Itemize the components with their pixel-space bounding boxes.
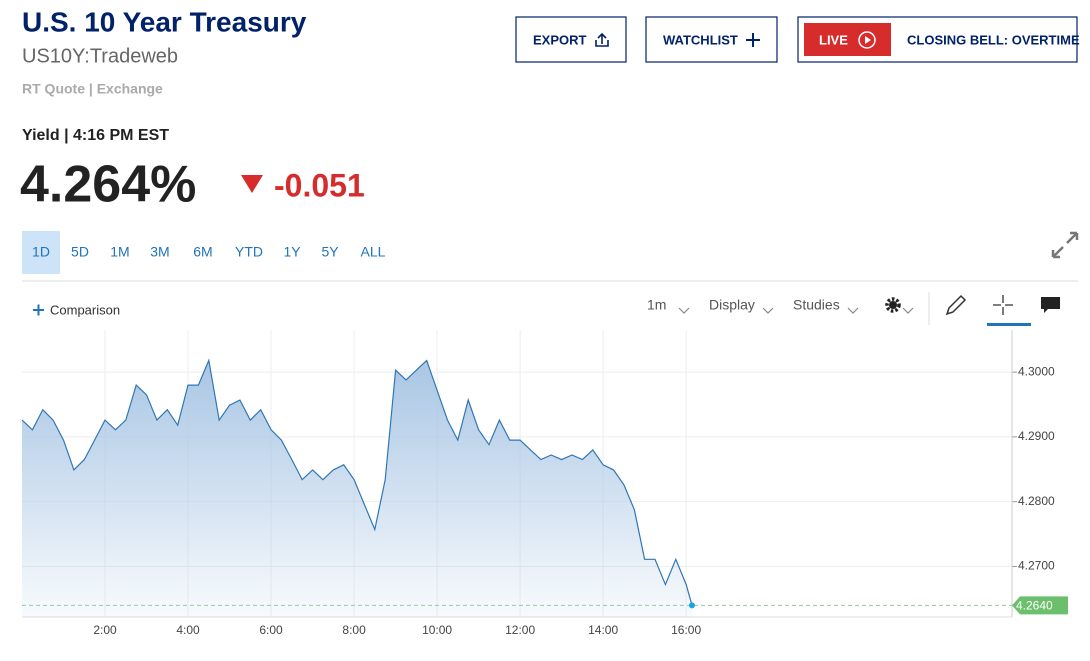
expand-icon[interactable]	[1051, 231, 1079, 259]
x-tick-label: 8:00	[342, 623, 366, 637]
range-tab[interactable]: 1Y	[283, 244, 301, 260]
watchlist-button[interactable]: WATCHLIST	[645, 16, 778, 63]
range-tab[interactable]: YTD	[235, 244, 263, 260]
tab-label: 1Y	[283, 244, 301, 260]
chevron	[762, 307, 774, 314]
tab-label: YTD	[235, 244, 263, 260]
x-tick-label: 12:00	[505, 623, 535, 637]
studies-menu[interactable]: Studies	[793, 297, 859, 314]
show-label: CLOSING BELL: OVERTIME	[907, 32, 1080, 47]
price-line	[21, 358, 693, 606]
studies-label: Studies	[793, 297, 840, 313]
range-tab[interactable]: 1D	[22, 231, 60, 274]
export-button[interactable]: EXPORT	[515, 16, 627, 63]
tab-label: 3M	[150, 244, 169, 260]
chevron	[902, 307, 914, 314]
y-tick-label: 4.3000	[1018, 364, 1055, 378]
tab-highlight	[22, 231, 60, 274]
comparison-label: Comparison	[50, 302, 120, 317]
play-icon	[858, 31, 876, 49]
play-triangle	[865, 36, 871, 44]
range-tab[interactable]: 5Y	[321, 244, 339, 260]
comparison-button[interactable]: Comparison	[33, 302, 120, 317]
symbol: US10Y:Tradeweb	[22, 45, 178, 67]
last-price: 4.264%	[20, 156, 196, 214]
range-tab[interactable]: ALL	[361, 244, 386, 260]
button-box	[515, 16, 627, 63]
tab-label: 5Y	[321, 244, 339, 260]
x-tick-label: 6:00	[259, 623, 283, 637]
button-label: WATCHLIST	[663, 32, 738, 47]
area	[22, 360, 692, 617]
gear-icon	[885, 297, 901, 313]
price-change: -0.051	[274, 167, 365, 203]
y-tick-label: 4.2900	[1018, 429, 1055, 443]
x-tick-label: 16:00	[671, 623, 701, 637]
live-button[interactable]: LIVE CLOSING BELL: OVERTIME	[797, 16, 1080, 63]
tab-label: 6M	[193, 244, 212, 260]
page-title: U.S. 10 Year Treasury	[22, 6, 307, 37]
last-point	[688, 602, 695, 609]
chevron	[847, 307, 859, 314]
active-indicator	[987, 323, 1031, 326]
x-tick-label: 4:00	[176, 623, 200, 637]
chevron	[678, 307, 690, 314]
crosshair-icon	[993, 295, 1013, 315]
y-tick-label: 4.2800	[1018, 494, 1055, 508]
range-tab[interactable]: 1M	[110, 244, 129, 260]
live-badge	[804, 23, 891, 56]
tab-label: 1D	[32, 244, 50, 260]
tab-label: 5D	[71, 244, 89, 260]
button-label: EXPORT	[533, 32, 587, 47]
chart: 2:00 4:00 6:00 8:00 10:00 12:00 14:00 16:00 4.27…	[21, 330, 1068, 637]
last-value-badge	[1012, 596, 1068, 615]
tab-label: ALL	[361, 244, 386, 260]
interval-menu[interactable]: 1m	[647, 297, 690, 314]
x-tick-label: 2:00	[93, 623, 117, 637]
interval-label: 1m	[647, 297, 666, 313]
display-label: Display	[709, 297, 755, 313]
range-tab[interactable]: 5D	[71, 244, 89, 260]
crosshair-button[interactable]	[987, 295, 1031, 326]
gear-hub	[889, 301, 897, 309]
plus-icon	[746, 33, 760, 47]
export-icon	[595, 32, 609, 47]
plus-icon	[33, 304, 44, 316]
quote-label: Yield | 4:16 PM EST	[22, 127, 169, 144]
live-label: LIVE	[819, 32, 848, 47]
quote-source: RT Quote | Exchange	[22, 81, 163, 97]
range-tab[interactable]: 3M	[150, 244, 169, 260]
last-value-label: 4.2640	[1016, 599, 1053, 613]
draw-icon[interactable]	[945, 294, 967, 316]
range-tabs: 1D 5D 1M 3M 6M YTD 1Y 5Y ALL	[22, 231, 386, 274]
comment-icon[interactable]	[1041, 297, 1060, 313]
display-menu[interactable]: Display	[709, 297, 774, 314]
down-arrow	[241, 175, 263, 193]
x-tick-label: 10:00	[422, 623, 452, 637]
y-tick-label: 4.2700	[1018, 559, 1055, 573]
range-tab[interactable]: 6M	[193, 244, 212, 260]
x-tick-label: 14:00	[588, 623, 618, 637]
tab-label: 1M	[110, 244, 129, 260]
settings-button[interactable]	[885, 297, 914, 314]
